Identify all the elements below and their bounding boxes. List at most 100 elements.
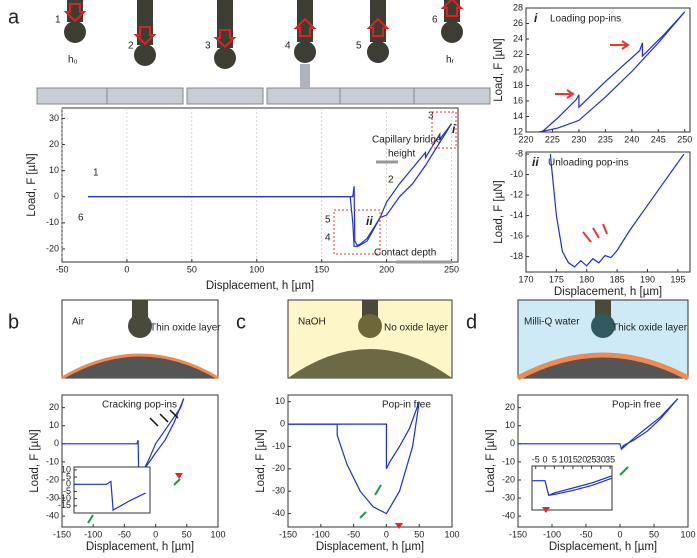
data-line [288, 401, 420, 515]
y-tick-label: 24 [513, 33, 523, 43]
x-tick-label: 50 [182, 529, 192, 539]
step-number: 4 [285, 41, 291, 52]
x-tick-label: 0 [543, 454, 548, 464]
h0-label: h₀ [68, 55, 78, 66]
panel-label: a [8, 6, 20, 28]
y-tick-label: 10 [61, 464, 71, 474]
probe [214, 47, 236, 69]
annotation: 5 [325, 215, 331, 226]
annotation: Pop-in free [612, 400, 661, 411]
y-tick-label: 0 [66, 479, 71, 489]
y-tick-label: -40 [272, 508, 285, 518]
x-tick-label: 100 [444, 529, 459, 539]
x-axis-label: Displacement, h [µm] [554, 286, 662, 298]
x-tick-label: 15 [568, 454, 578, 464]
y-tick-label: 12 [513, 126, 523, 136]
data-line [88, 123, 453, 247]
y-tick-label: -15 [58, 500, 71, 510]
step-number: 1 [55, 15, 61, 26]
annotation: Pop-in free [382, 400, 431, 411]
y-tick-label: -40 [46, 511, 59, 521]
x-tick-label: 0 [124, 264, 129, 274]
data-line [548, 477, 613, 496]
x-tick-label: -150 [509, 529, 527, 539]
y-tick-label: -14 [510, 210, 523, 220]
medium-label: Milli-Q water [524, 317, 580, 328]
x-tick-label: 5 [552, 454, 557, 464]
step-number: 2 [128, 41, 134, 52]
x-tick-label: 0 [617, 529, 622, 539]
y-tick-label: 10 [49, 420, 59, 430]
schematic-d [516, 299, 690, 381]
y-tick-label: 5 [66, 471, 71, 481]
x-tick-label: -100 [84, 529, 102, 539]
y-tick-label: 26 [513, 18, 523, 28]
y-tick-label: -30 [502, 492, 515, 502]
direction-arrow [133, 26, 157, 46]
annotation: 2 [388, 175, 394, 186]
schematic-c [287, 299, 453, 379]
capillary-bridge [300, 64, 310, 88]
marker [582, 223, 608, 243]
step-number: 5 [356, 41, 362, 52]
y-tick-label: -10 [272, 441, 285, 451]
y-tick-label: -18 [510, 251, 523, 261]
y-tick-label: -10 [510, 169, 523, 179]
panel-label: b [8, 311, 19, 333]
x-tick-label: 100 [680, 529, 695, 539]
y-tick-label: 28 [513, 2, 523, 12]
x-tick-label: 25 [587, 454, 597, 464]
data-line [541, 11, 686, 133]
x-tick-label: 200 [379, 264, 394, 274]
x-tick-label: 0 [384, 529, 389, 539]
schematic-a: 1 2 3 4 5 6 h₀ hᵣ [36, 0, 491, 105]
substrate [36, 87, 114, 105]
direction-arrow [440, 0, 464, 17]
data-line [288, 401, 420, 470]
medium-label: NaOH [298, 317, 326, 328]
y-tick-label: 16 [513, 95, 523, 105]
probe [367, 41, 389, 63]
substrate [339, 87, 417, 105]
y-tick-label: -10 [58, 493, 71, 503]
data-line [620, 398, 679, 450]
marker [333, 209, 381, 255]
x-tick-label: 235 [598, 134, 613, 144]
y-tick-label: 10 [49, 165, 59, 175]
layer-label: Thick oxide layer [612, 323, 688, 334]
y-tick-label: -40 [502, 511, 515, 521]
schematic-b [61, 299, 219, 380]
x-tick-label: 0 [153, 529, 158, 539]
x-tick-label: 35 [605, 454, 615, 464]
probe [64, 21, 86, 43]
y-tick-label: -20 [502, 474, 515, 484]
y-tick-label: 30 [49, 113, 59, 123]
data-line [532, 475, 613, 497]
x-tick-label: 170 [518, 274, 533, 284]
x-tick-label: 50 [649, 529, 659, 539]
plot-area [61, 107, 459, 263]
y-tick-label: -20 [46, 243, 59, 253]
marker [555, 89, 575, 99]
x-tick-label: 195 [670, 274, 685, 284]
x-tick-label: 20 [577, 454, 587, 464]
x-tick-label: -50 [55, 264, 68, 274]
x-tick-label: 100 [210, 529, 225, 539]
y-tick-label: -30 [272, 486, 285, 496]
x-tick-label: -50 [347, 529, 360, 539]
y-tick-label: -10 [46, 456, 59, 466]
substrate [413, 87, 491, 105]
plot-area [73, 466, 151, 514]
x-tick-label: 250 [444, 264, 459, 274]
plot-area [287, 394, 453, 528]
annotation: ii [532, 155, 539, 169]
step-number: 6 [432, 15, 438, 26]
marker [173, 466, 629, 496]
data-line [74, 480, 146, 512]
annotation: i [452, 122, 456, 136]
medium-label: Air [72, 317, 85, 328]
substrate [106, 87, 184, 105]
y-tick-label: -16 [510, 230, 523, 240]
x-tick-label: 10 [559, 454, 569, 464]
layer-label: No oxide layer [384, 323, 449, 334]
